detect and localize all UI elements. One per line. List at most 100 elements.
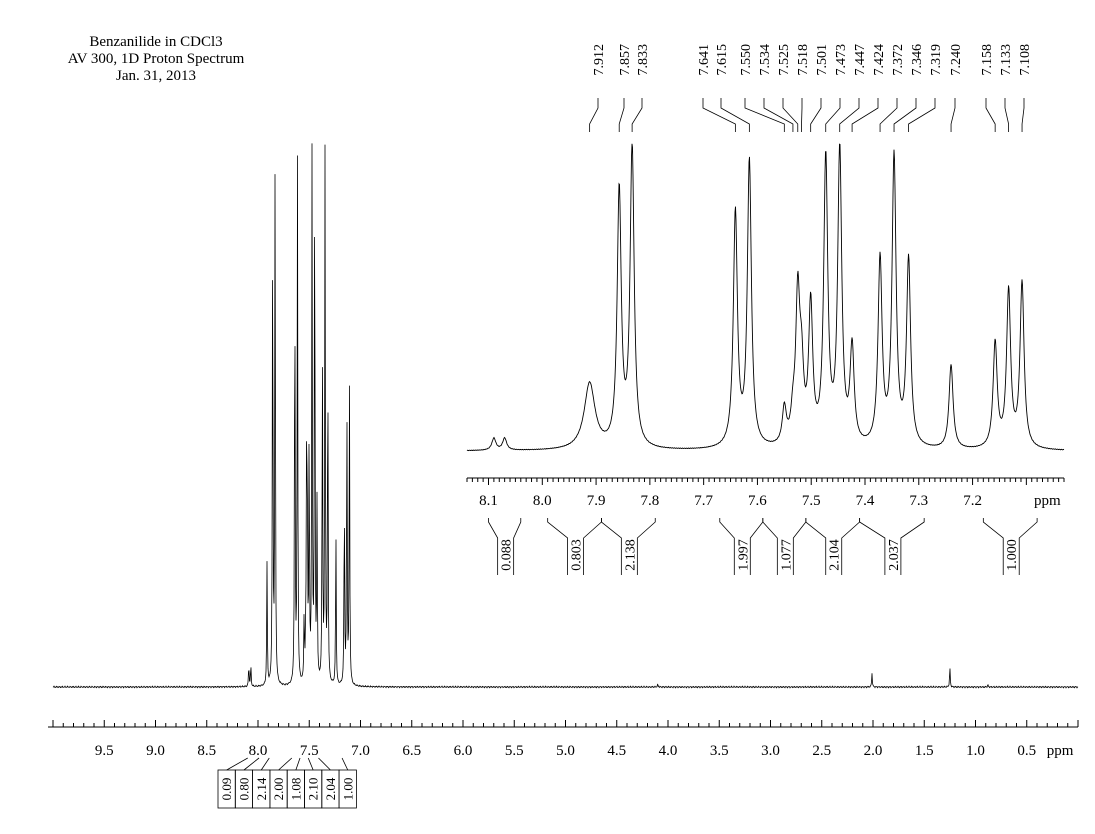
inset-peak-label: 7.912 (592, 44, 607, 76)
main-integral-connector (295, 757, 301, 771)
main-integral-label: 2.00 (271, 778, 286, 801)
inset-peak-label: 7.319 (929, 44, 944, 76)
inset-peak-label: 7.372 (891, 44, 906, 76)
inset-integral-label: 1.077 (779, 539, 794, 571)
inset-integral-label: 1.997 (736, 539, 751, 571)
inset-integral-bracket (719, 518, 735, 575)
inset-integral-bracket (547, 518, 568, 575)
spectrum-title-line-3: Jan. 31, 2013 (116, 68, 196, 84)
main-integral-connector (226, 757, 248, 771)
main-x-tick-label: 1.0 (966, 743, 985, 759)
main-x-tick-label: 8.5 (197, 743, 216, 759)
inset-peak-label: 7.615 (715, 44, 730, 76)
main-x-tick-label: 1.5 (915, 743, 934, 759)
inset-spectrum: 8.1 8.0 7.9 7.8 7.7 7.6 7.5 7.4 7.3 7.2 ppm 7.912 7.… (466, 44, 1065, 575)
inset-peak-leader (985, 98, 996, 132)
inset-peak-leader (825, 98, 841, 132)
inset-integral-bracket (762, 518, 778, 575)
main-spectrum: 9.5 9.0 8.5 8.0 7.5 7.0 6.5 6.0 5.5 5.0 4.5 4.0 3.5 3… (48, 143, 1079, 809)
main-integral-label: 2.10 (306, 778, 321, 801)
inset-peak-label: 7.424 (872, 44, 887, 76)
inset-x-tick-label: 7.4 (856, 493, 875, 509)
inset-integral-bracket (859, 518, 886, 575)
inset-integral-bracket (488, 518, 499, 575)
main-x-tick-label: 7.5 (300, 743, 319, 759)
main-integral-label: 1.08 (288, 778, 303, 801)
main-x-tick-label: 5.5 (505, 743, 524, 759)
main-x-tick-label: 3.5 (710, 743, 729, 759)
main-x-tick-label: 7.0 (351, 743, 370, 759)
inset-peak-label: 7.501 (815, 44, 830, 76)
inset-peak-label: 7.158 (980, 44, 995, 76)
inset-integral-label: 2.104 (828, 539, 843, 571)
inset-peak-label: 7.240 (949, 44, 964, 76)
inset-peak-leader (893, 98, 917, 132)
inset-peak-leader (763, 98, 794, 132)
main-x-tick-label: 5.0 (556, 743, 575, 759)
inset-peak-leader (631, 98, 643, 132)
main-x-tick-label: 9.0 (146, 743, 165, 759)
main-integral-connector (243, 757, 260, 771)
inset-peak-label: 7.833 (636, 44, 651, 76)
spectrum-title-line-1: Benzanilide in CDCl3 (89, 34, 223, 50)
inset-peak-label: 7.641 (697, 44, 712, 76)
inset-integral-bracket (982, 518, 1004, 575)
inset-peak-leader (851, 98, 879, 132)
inset-peak-label: 7.133 (999, 44, 1014, 76)
main-integral-connector (307, 757, 314, 771)
inset-x-axis-label: ppm (1034, 493, 1061, 509)
inset-peak-leader (950, 98, 956, 132)
inset-x-tick-label: 7.8 (640, 493, 659, 509)
inset-peak-leader (810, 98, 822, 132)
main-integral-label: 0.80 (236, 778, 251, 801)
main-integral-label: 2.14 (254, 777, 269, 800)
main-x-tick-label: 4.0 (659, 743, 678, 759)
main-x-tick-label: 9.5 (95, 743, 114, 759)
inset-integral-bracket (1018, 518, 1038, 575)
inset-x-tick-label: 7.9 (587, 493, 606, 509)
inset-peak-leader (1021, 98, 1025, 132)
main-integral-label: 2.04 (323, 777, 338, 800)
inset-peak-label: 7.473 (834, 44, 849, 76)
inset-peak-label: 7.857 (618, 44, 633, 76)
inset-peak-leader (744, 98, 785, 132)
inset-peak-leader (1004, 98, 1009, 132)
main-x-axis-label: ppm (1047, 743, 1074, 759)
inset-peak-leader (782, 98, 799, 132)
main-integral-connector (278, 757, 293, 771)
main-x-tick-label: 6.5 (402, 743, 421, 759)
inset-integral-label: 0.803 (570, 539, 585, 571)
inset-integral-bracket (636, 518, 656, 575)
inset-integral-bracket (841, 518, 861, 575)
inset-integral-bracket (792, 518, 807, 575)
inset-integral-label: 2.037 (887, 539, 902, 571)
inset-peak-label: 7.447 (853, 44, 868, 76)
main-integral-label: 0.09 (219, 778, 234, 801)
inset-peak-label: 7.534 (758, 44, 773, 76)
inset-peak-leader (879, 98, 898, 132)
spectrum-title-line-2: AV 300, 1D Proton Spectrum (67, 51, 245, 67)
main-x-tick-label: 4.5 (607, 743, 626, 759)
inset-integral-bracket (900, 518, 925, 575)
main-x-tick-label: 3.0 (761, 743, 780, 759)
inset-integral-bracket (805, 518, 827, 575)
inset-peak-leader (618, 98, 625, 132)
inset-peak-label: 7.108 (1018, 44, 1033, 76)
inset-x-tick-label: 8.0 (533, 493, 552, 509)
main-spectrum-trace (52, 143, 1079, 689)
main-x-tick-label: 0.5 (1017, 743, 1036, 759)
inset-x-tick-label: 7.5 (802, 493, 821, 509)
inset-peak-label: 7.525 (777, 44, 792, 76)
inset-integral-bracket (749, 518, 764, 575)
main-integral-connector (318, 757, 331, 771)
main-x-tick-label: 2.0 (864, 743, 883, 759)
inset-peak-leader (908, 98, 936, 132)
main-integral-connector (341, 757, 349, 771)
inset-integral-label: 2.138 (623, 539, 638, 571)
inset-peak-label: 7.518 (796, 44, 811, 76)
main-integral-label: 1.00 (340, 778, 355, 801)
main-integral-connector (260, 757, 270, 771)
inset-integral-bracket (583, 518, 602, 575)
inset-spectrum-trace (466, 143, 1065, 452)
